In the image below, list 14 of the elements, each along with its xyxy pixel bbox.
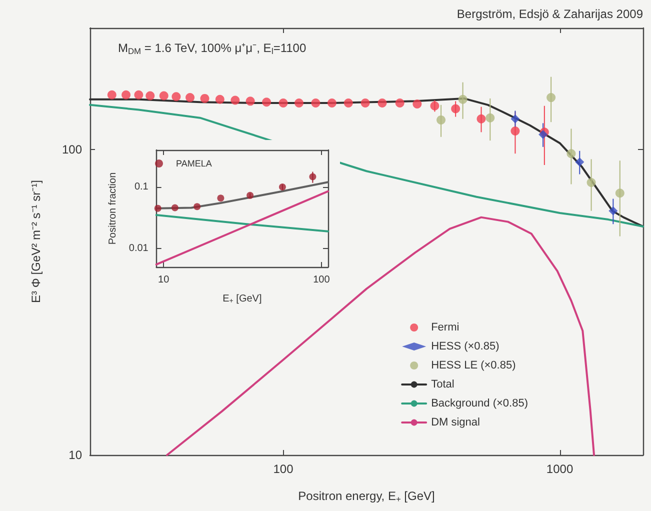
legend-label: Fermi	[431, 322, 460, 334]
legend-label: PAMELA	[176, 158, 212, 168]
y-axis-title: Positron fraction	[108, 172, 118, 245]
legend-label: Background (×0.85)	[431, 398, 528, 410]
legend-label: HESS (×0.85)	[431, 340, 500, 352]
x-axis-title: Positron energy, E+ [GeV]	[298, 489, 435, 504]
y-tick-label: 0.01	[128, 242, 149, 254]
y-axis-title: E³ Φ [GeV² m⁻² s⁻¹ sr⁻¹]	[29, 180, 43, 303]
legend-label: HESS LE (×0.85)	[431, 360, 516, 372]
legend-label: DM signal	[431, 416, 480, 428]
text: Bergström, Edsjö & Zaharijas 2009	[456, 7, 644, 21]
x-tick-label: 1000	[546, 462, 574, 476]
y-tick-label: 0.1	[134, 182, 149, 193]
legend-label: Total	[431, 378, 454, 390]
